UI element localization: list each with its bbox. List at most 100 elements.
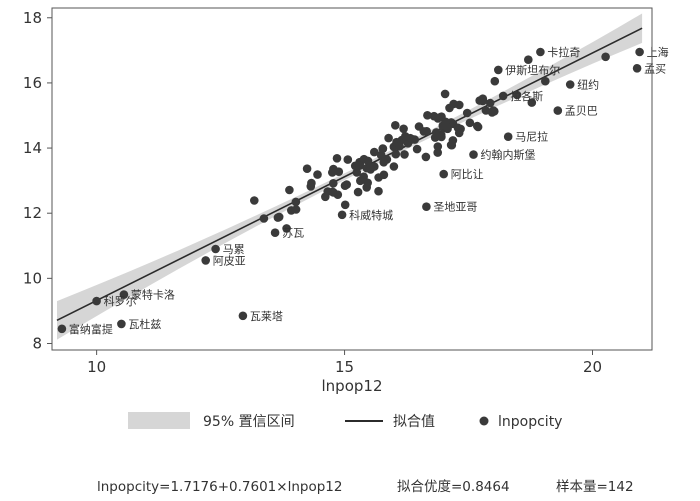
data-point — [391, 121, 400, 130]
data-point-labeled — [536, 47, 545, 57]
data-point — [273, 213, 283, 222]
data-point — [485, 98, 495, 108]
data-point — [340, 200, 350, 210]
point-label: 瓦杜兹 — [128, 317, 161, 331]
y-tick-label: 16 — [23, 74, 42, 92]
data-point — [473, 122, 483, 132]
data-point — [448, 136, 458, 145]
point-label: 蒙特卡洛 — [131, 288, 175, 302]
data-point — [541, 76, 550, 86]
data-point — [414, 122, 424, 131]
confidence-band — [57, 13, 643, 340]
data-point — [401, 132, 410, 141]
data-point — [302, 164, 312, 173]
x-axis-title: lnpop12 — [322, 377, 383, 395]
point-label: 马尼拉 — [515, 130, 548, 144]
data-point — [421, 152, 431, 162]
data-point — [512, 90, 522, 100]
data-point — [489, 106, 498, 115]
data-point — [355, 161, 364, 170]
point-label: 伊斯坦布尔 — [505, 63, 560, 77]
data-point — [358, 174, 368, 183]
data-point — [437, 132, 446, 142]
point-label: 阿比让 — [451, 168, 484, 181]
data-point-labeled — [337, 210, 347, 220]
point-label: 上海 — [647, 45, 669, 59]
data-point — [313, 170, 322, 179]
data-point — [399, 124, 408, 134]
data-points-layer — [57, 47, 644, 334]
data-point-labeled — [498, 91, 508, 101]
data-point — [527, 98, 537, 107]
data-point — [306, 182, 316, 191]
y-tick-label: 8 — [32, 334, 42, 352]
y-tick-label: 14 — [23, 139, 42, 157]
data-point — [449, 99, 459, 109]
data-point — [422, 127, 432, 136]
x-tick-label: 20 — [583, 358, 602, 376]
data-point-labeled — [553, 106, 563, 115]
data-point-labeled — [201, 256, 210, 265]
data-point — [332, 154, 342, 163]
data-point-labeled — [57, 324, 67, 334]
data-point — [407, 134, 417, 144]
data-point — [433, 148, 443, 157]
point-label: 马累 — [223, 243, 245, 256]
data-point — [291, 197, 301, 207]
data-point — [379, 170, 389, 180]
data-point-labeled — [119, 290, 129, 299]
data-point — [462, 108, 472, 118]
data-point — [400, 150, 409, 159]
axes-layer: 10 15 20 8 10 12 14 16 18 — [23, 7, 653, 376]
data-point-labeled — [92, 296, 101, 306]
legend-label-band: 95% 置信区间 — [203, 414, 295, 430]
data-point — [259, 214, 269, 223]
data-point — [291, 205, 301, 214]
data-point — [395, 142, 404, 151]
fit-line — [56, 27, 643, 322]
point-label: 拉各斯 — [510, 89, 543, 103]
data-point-labeled — [469, 150, 478, 159]
point-label: 卡拉奇 — [547, 45, 580, 59]
confidence-band-layer — [57, 13, 643, 340]
x-tick-label: 10 — [87, 358, 106, 376]
regression-equation: lnpopcity=1.7176+0.7601×lnpop12 — [97, 479, 342, 495]
x-tick-label: 15 — [335, 358, 354, 376]
data-point — [601, 52, 610, 62]
data-point-labeled — [117, 319, 126, 329]
legend-band-swatch — [128, 412, 190, 429]
data-point — [282, 224, 291, 233]
y-tick-label: 12 — [23, 204, 42, 222]
legend: 95% 置信区间 拟合值 lnpopcity — [128, 412, 562, 430]
data-point-labeled — [565, 80, 575, 89]
data-point — [391, 149, 401, 159]
point-label: 阿皮亚 — [213, 254, 246, 267]
point-label: 约翰内斯堡 — [481, 148, 536, 162]
point-label: 瓦莱塔 — [250, 310, 283, 323]
data-point — [435, 113, 445, 122]
data-point-labeled — [270, 228, 280, 237]
point-label: 富纳富提 — [69, 322, 113, 336]
data-point — [250, 196, 259, 205]
data-point-labeled — [422, 202, 431, 211]
data-point — [379, 158, 389, 167]
data-point-labeled — [494, 65, 503, 75]
goodness-of-fit: 拟合优度=0.8464 — [397, 479, 510, 495]
data-point-labeled — [439, 169, 449, 179]
data-point — [285, 185, 294, 195]
y-tick-label: 10 — [23, 269, 42, 287]
data-point — [329, 179, 338, 188]
data-point — [363, 156, 373, 166]
fit-line-layer — [56, 27, 643, 322]
data-point — [384, 133, 393, 143]
data-point — [329, 164, 338, 174]
data-point — [370, 147, 379, 157]
data-point-labeled — [632, 64, 642, 73]
data-point — [478, 94, 488, 103]
data-point — [352, 168, 362, 177]
point-label: 科罗尔 — [104, 294, 137, 308]
data-point — [454, 128, 464, 138]
regression-note: lnpopcity=1.7176+0.7601×lnpop12 拟合优度=0.8… — [97, 479, 634, 495]
data-point — [362, 183, 372, 192]
